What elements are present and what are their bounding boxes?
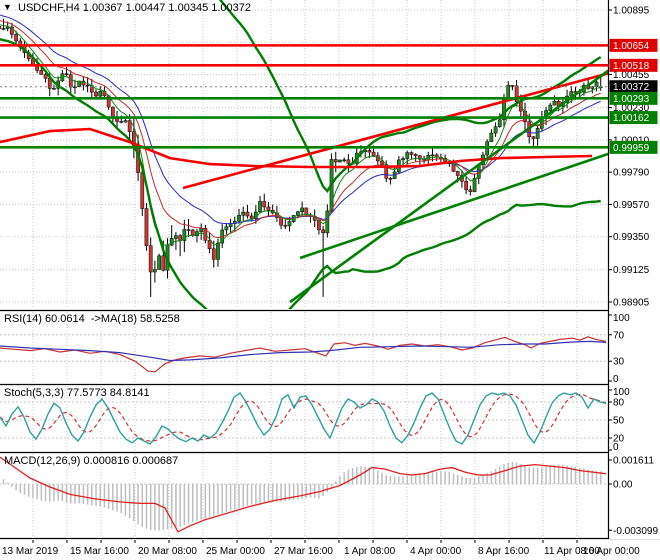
macd-scale-label: 0.00 <box>613 480 633 491</box>
macd-scale-label: 0.001611 <box>613 455 654 466</box>
time-axis-label: 4 Apr 00:00 <box>410 546 462 557</box>
price-axis-label: 0.98905 <box>613 298 650 309</box>
rsi-indicator-title: RSI(14) 60.0614 ->MA(18) 58.5258 <box>4 313 180 325</box>
time-axis-label: 13 Mar 2019 <box>2 546 59 557</box>
price-level-badge <box>609 80 658 94</box>
time-axis-label: 20 Mar 08:00 <box>138 546 197 557</box>
price-level-badge <box>609 140 658 154</box>
macd-pane[interactable] <box>0 456 608 533</box>
price-level-badge <box>609 111 658 125</box>
time-axis-label: 16 Apr 00:00 <box>583 546 640 557</box>
stoch-pane[interactable] <box>0 392 608 445</box>
price-level-badge-label: 1.00518 <box>613 61 650 72</box>
stoch-scale-label: 20 <box>613 434 625 445</box>
time-axis-label: 25 Mar 00:00 <box>206 546 265 557</box>
price-axis-label: 1.00455 <box>613 70 650 81</box>
price-level-badge-label: 0.99959 <box>613 143 650 154</box>
time-axis-label: 1 Apr 08:00 <box>344 546 396 557</box>
price-level-badge-label: 1.00293 <box>613 94 650 105</box>
price-level-badge <box>609 91 658 105</box>
price-level-badge-label: 1.00372 <box>613 82 650 93</box>
time-axis-label: 11 Apr 08:00 <box>544 546 600 557</box>
price-axis-label: 0.99790 <box>613 168 650 179</box>
rsi-scale-label: 70 <box>613 330 625 341</box>
stoch-scale-label: 100 <box>613 387 630 398</box>
stoch-scale-label: 0 <box>613 442 619 453</box>
price-level-badge-label: 1.00654 <box>613 41 650 52</box>
time-axis-label: 8 Apr 16:00 <box>478 546 530 557</box>
price-axis-label: 0.99570 <box>613 200 650 211</box>
chart-shift-marker-icon: ▼ <box>3 2 12 12</box>
time-axis-label: 27 Mar 16:00 <box>274 546 333 557</box>
macd-scale-label: -0.003099 <box>613 526 658 537</box>
price-level-badge <box>609 38 658 52</box>
stoch-scale-label: 50 <box>613 416 625 427</box>
rsi-scale-label: 100 <box>613 313 630 324</box>
main-pane[interactable] <box>0 0 620 329</box>
stoch-scale-label: 80 <box>613 398 625 409</box>
price-level-badge-label: 1.00162 <box>613 113 650 124</box>
ma-overlays <box>0 0 608 309</box>
price-axis-label: 0.99125 <box>613 265 650 276</box>
price-level-badge <box>609 58 658 72</box>
chart-title: USDCHF,H4 1.00367 1.00447 1.00345 1.0037… <box>18 2 252 14</box>
price-axis-label: 1.00895 <box>613 6 650 17</box>
macd-indicator-title: MACD(12,26,9) 0.000816 0.000687 <box>4 455 179 467</box>
price-axis-label: 0.99350 <box>613 232 650 243</box>
time-axis-label: 15 Mar 16:00 <box>70 546 129 557</box>
time-axis: 13 Mar 2019 15 Mar 16:00 20 Mar 08:00 25 Ma… <box>0 540 660 560</box>
rsi-scale-label: 30 <box>613 357 625 368</box>
price-axis: 1.008951.004551.002301.000100.997900.995… <box>607 0 660 539</box>
panel-separators <box>0 309 660 540</box>
rsi-scale-label: 0 <box>613 374 619 385</box>
price-axis-label: 1.00230 <box>613 103 650 114</box>
stoch-indicator-title: Stoch(5,3,3) 77.5773 84.8141 <box>4 387 150 399</box>
rsi-pane[interactable] <box>0 334 608 373</box>
